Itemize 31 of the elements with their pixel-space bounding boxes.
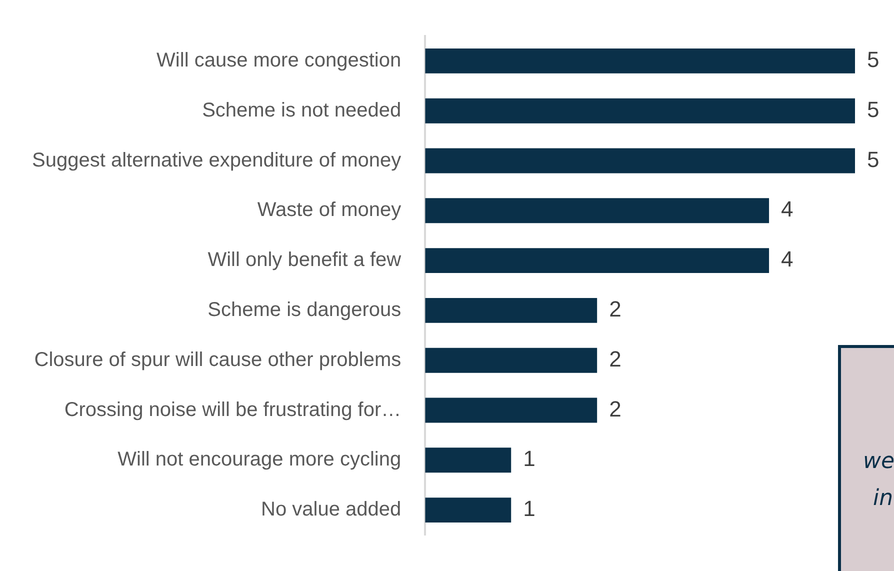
- bar: [425, 48, 855, 74]
- y-tick-label: Waste of money: [257, 199, 402, 222]
- data-label: 5: [867, 47, 880, 72]
- y-tick-label: Scheme is dangerous: [208, 298, 402, 321]
- data-label: 4: [781, 196, 794, 222]
- bar: [425, 148, 855, 174]
- bar: [425, 248, 770, 274]
- y-tick-label: Will not encourage more cycling: [118, 448, 402, 471]
- y-tick-label: Closure of spur will cause other problems: [34, 348, 402, 371]
- y-tick-label: Suggest alternative expenditure of money: [32, 149, 402, 172]
- data-label: 2: [609, 346, 622, 372]
- y-tick-label: Will only benefit a few: [208, 249, 402, 272]
- data-label: 5: [867, 146, 880, 172]
- bar: [425, 498, 512, 523]
- bar: [425, 198, 770, 224]
- bar: [425, 448, 512, 473]
- data-label: 1: [523, 446, 536, 472]
- y-tick-label: Will cause more congestion: [156, 49, 402, 72]
- bar: [425, 348, 598, 373]
- y-tick-label: Scheme is not needed: [202, 99, 402, 122]
- data-label: 2: [609, 396, 622, 422]
- y-tick-label: No value added: [261, 498, 402, 521]
- y-tick-label: Crossing noise will be frustrating for…: [64, 398, 402, 421]
- data-label: 1: [523, 496, 536, 522]
- data-label: 4: [781, 246, 794, 272]
- bar: [425, 98, 855, 124]
- callout-box: we in: [838, 345, 894, 571]
- bar: [425, 398, 598, 423]
- data-label: 5: [867, 96, 880, 122]
- data-label: 2: [609, 296, 622, 322]
- bar: [425, 298, 598, 323]
